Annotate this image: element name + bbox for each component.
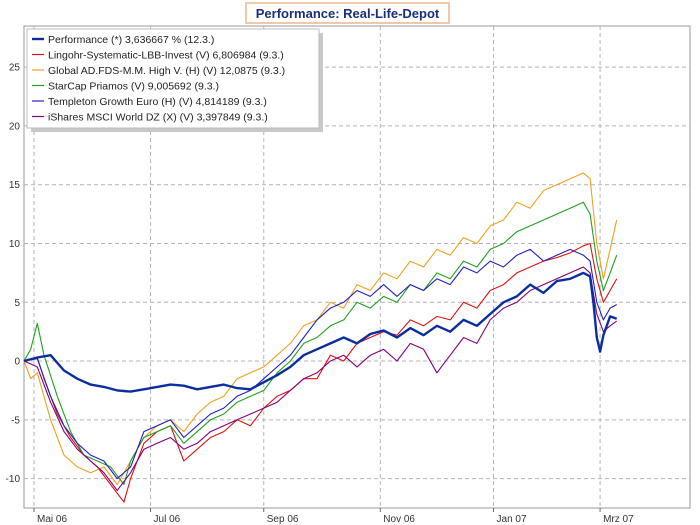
x-tick-label: Mrz 07 (603, 514, 634, 525)
x-tick-label: Jul 06 (154, 514, 181, 525)
y-tick-label: -5 (11, 415, 20, 426)
y-tick-label: 5 (14, 298, 20, 309)
legend-entry: Global AD.FDS-M.M. High V. (H) (V) 12,08… (48, 65, 285, 77)
x-tick-label: Jan 07 (497, 514, 527, 525)
legend-entry: Performance (*) 3,636667 % (12.3.) (48, 34, 214, 46)
y-tick-label: 25 (9, 63, 21, 74)
x-tick-label: Nov 06 (383, 514, 415, 525)
axis-ticks: -10 -5 0 5 10 15 20 25 Mai 06 Jul 06 Sep 06 Nov 06 J… (6, 63, 635, 525)
series-line-ishares-msci-world-dz (23, 266, 618, 491)
y-tick-label: 15 (9, 180, 21, 191)
chart-title: Performance: Real-Life-Depot (245, 2, 450, 24)
series-lines (23, 172, 618, 503)
series-line-templeton-growth-euro (23, 248, 617, 480)
y-tick-label: 0 (14, 357, 20, 368)
legend: Performance (*) 3,636667 % (12.3.) Lingoh… (26, 28, 323, 132)
series-line-performance (23, 271, 618, 393)
legend-box (26, 28, 320, 129)
y-tick-label: 20 (9, 121, 21, 132)
y-tick-label: 10 (9, 239, 21, 250)
y-tick-label: -10 (6, 474, 21, 485)
legend-entry: iShares MSCI World DZ (X) (V) 3,397849 (… (48, 112, 268, 124)
legend-entry: StarCap Priamos (V) 9,005692 (9.3.) (48, 81, 219, 93)
series-line-global-ad-fds-m-m-high-v (23, 172, 618, 486)
legend-entry: Lingohr-Systematic-LBB-Invest (V) 6,8069… (48, 50, 284, 62)
x-tick-label: Mai 06 (37, 514, 67, 525)
x-tick-label: Sep 06 (267, 514, 299, 525)
legend-entry: Templeton Growth Euro (H) (V) 4,814189 (… (48, 96, 267, 108)
series-line-starcap-priamos (23, 201, 618, 486)
